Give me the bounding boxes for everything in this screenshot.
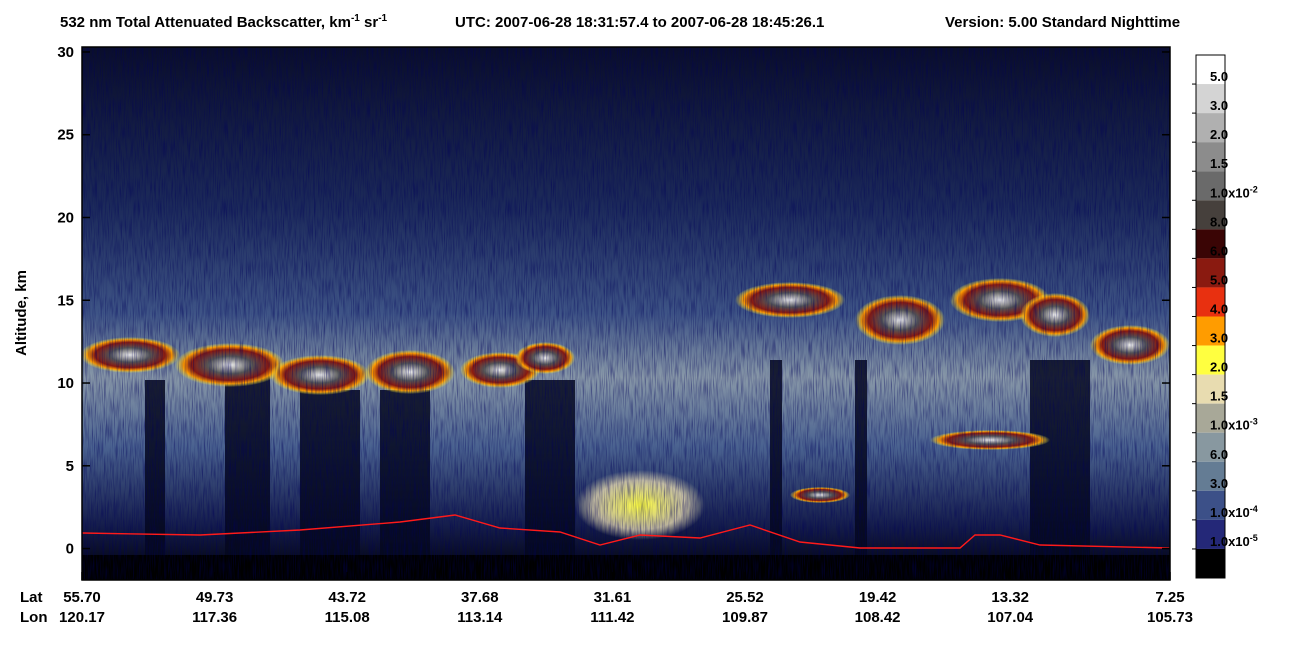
colorbar-label-text: 1.0x10 <box>1210 505 1250 520</box>
colorbar-label-exp: -2 <box>1250 184 1258 194</box>
y-tick-label: 20 <box>57 209 74 226</box>
colorbar-label: 1.0x10-5 <box>1210 533 1258 549</box>
title-sup: -1 <box>351 13 360 24</box>
y-tick-label: 25 <box>57 127 74 144</box>
title-time: UTC: 2007-06-28 18:31:57.4 to 2007-06-28… <box>455 14 824 31</box>
colorbar-label-text: 6.0 <box>1210 447 1228 462</box>
colorbar-label-text: 5.0 <box>1210 69 1228 84</box>
colorbar-label: 5.0 <box>1210 69 1228 84</box>
colorbar-swatch <box>1196 84 1225 114</box>
colorbar-label-text: 1.0x10 <box>1210 418 1250 433</box>
lon-label: 113.14 <box>457 609 503 626</box>
lat-label: 55.70 <box>63 589 101 606</box>
lon-label: 107.04 <box>987 609 1034 626</box>
colorbar-label-text: 1.5 <box>1210 156 1228 171</box>
colorbar-swatch <box>1196 461 1225 491</box>
colorbar-label-text: 2.0 <box>1210 360 1228 375</box>
colorbar-label: 8.0 <box>1210 214 1228 229</box>
colorbar-label-text: 3.0 <box>1210 331 1228 346</box>
y-tick-label: 10 <box>57 375 74 392</box>
lon-label: 105.73 <box>1147 609 1193 626</box>
lat-label: 37.68 <box>461 589 499 606</box>
y-tick-label: 15 <box>57 292 74 309</box>
colorbar-label: 1.0x10-2 <box>1210 184 1258 200</box>
colorbar-label: 1.0x10-3 <box>1210 417 1258 433</box>
title-sup: -1 <box>378 13 387 24</box>
y-tick-label: 30 <box>57 44 74 61</box>
x-row-label: Lon <box>20 609 48 626</box>
lat-label: 49.73 <box>196 589 234 606</box>
y-tick-label: 0 <box>66 541 74 558</box>
lon-label: 120.17 <box>59 609 105 626</box>
colorbar-swatch <box>1196 548 1225 578</box>
lat-label: 43.72 <box>328 589 366 606</box>
colorbar-label: 1.5 <box>1210 389 1228 404</box>
colorbar-label-text: 6.0 <box>1210 243 1228 258</box>
colorbar-swatch <box>1196 519 1225 549</box>
lon-label: 108.42 <box>855 609 901 626</box>
lat-label: 25.52 <box>726 589 764 606</box>
colorbar-label: 3.0 <box>1210 98 1228 113</box>
colorbar-label-exp: -3 <box>1250 417 1258 427</box>
colorbar-label: 3.0 <box>1210 476 1228 491</box>
colorbar-swatch <box>1196 316 1225 346</box>
plot-frame <box>81 46 1171 581</box>
colorbar-swatch <box>1196 142 1225 172</box>
colorbar-swatch <box>1196 171 1225 201</box>
colorbar-label-text: 1.5 <box>1210 389 1228 404</box>
colorbar-label-text: 1.0x10 <box>1210 534 1250 549</box>
colorbar-swatch <box>1196 55 1225 85</box>
colorbar-label: 1.5 <box>1210 156 1228 171</box>
y-tick-label: 5 <box>66 458 74 475</box>
colorbar-swatch <box>1196 345 1225 375</box>
colorbar-label-text: 8.0 <box>1210 214 1228 229</box>
lat-label: 7.25 <box>1155 589 1184 606</box>
colorbar-label-exp: -5 <box>1250 533 1258 543</box>
colorbar-label: 4.0 <box>1210 302 1228 317</box>
colorbar-swatch <box>1196 490 1225 520</box>
chart-title: 532 nm Total Attenuated Backscatter, km-… <box>60 13 1180 31</box>
colorbar-label: 2.0 <box>1210 127 1228 142</box>
backscatter-image <box>82 47 1170 580</box>
colorbar-label-text: 5.0 <box>1210 272 1228 287</box>
colorbar-swatch <box>1196 403 1225 433</box>
colorbar-swatch <box>1196 229 1225 259</box>
lon-label: 117.36 <box>192 609 237 626</box>
colorbar-swatch <box>1196 374 1225 404</box>
colorbar-label: 5.0 <box>1210 272 1228 287</box>
lat-label: 13.32 <box>991 589 1029 606</box>
colorbar-swatch <box>1196 432 1225 462</box>
colorbar-label-text: 3.0 <box>1210 476 1228 491</box>
title-text: sr <box>360 14 379 31</box>
lon-label: 109.87 <box>722 609 768 626</box>
colorbar-swatch <box>1196 113 1225 143</box>
title-version: Version: 5.00 Standard Nighttime <box>945 14 1180 31</box>
colorbar-label-text: 1.0x10 <box>1210 185 1250 200</box>
colorbar-label: 6.0 <box>1210 447 1228 462</box>
lon-label: 115.08 <box>325 609 370 626</box>
colorbar-label: 3.0 <box>1210 331 1228 346</box>
colorbar-swatch <box>1196 258 1225 288</box>
colorbar-label-text: 2.0 <box>1210 127 1228 142</box>
title-text: 532 nm Total Attenuated Backscatter, km <box>60 14 351 31</box>
colorbar-label: 2.0 <box>1210 360 1228 375</box>
lon-label: 111.42 <box>590 609 634 626</box>
colorbar-label: 6.0 <box>1210 243 1228 258</box>
x-row-label: Lat <box>20 589 43 606</box>
colorbar-label-text: 4.0 <box>1210 302 1228 317</box>
colorbar-label: 1.0x10-4 <box>1210 504 1258 520</box>
colorbar-label-exp: -4 <box>1250 504 1258 514</box>
lat-label: 31.61 <box>594 589 632 606</box>
y-axis-label: Altitude, km <box>13 270 30 356</box>
colorbar-swatch <box>1196 287 1225 317</box>
colorbar-swatch <box>1196 200 1225 230</box>
colorbar-label-text: 3.0 <box>1210 98 1228 113</box>
lat-label: 19.42 <box>859 589 897 606</box>
